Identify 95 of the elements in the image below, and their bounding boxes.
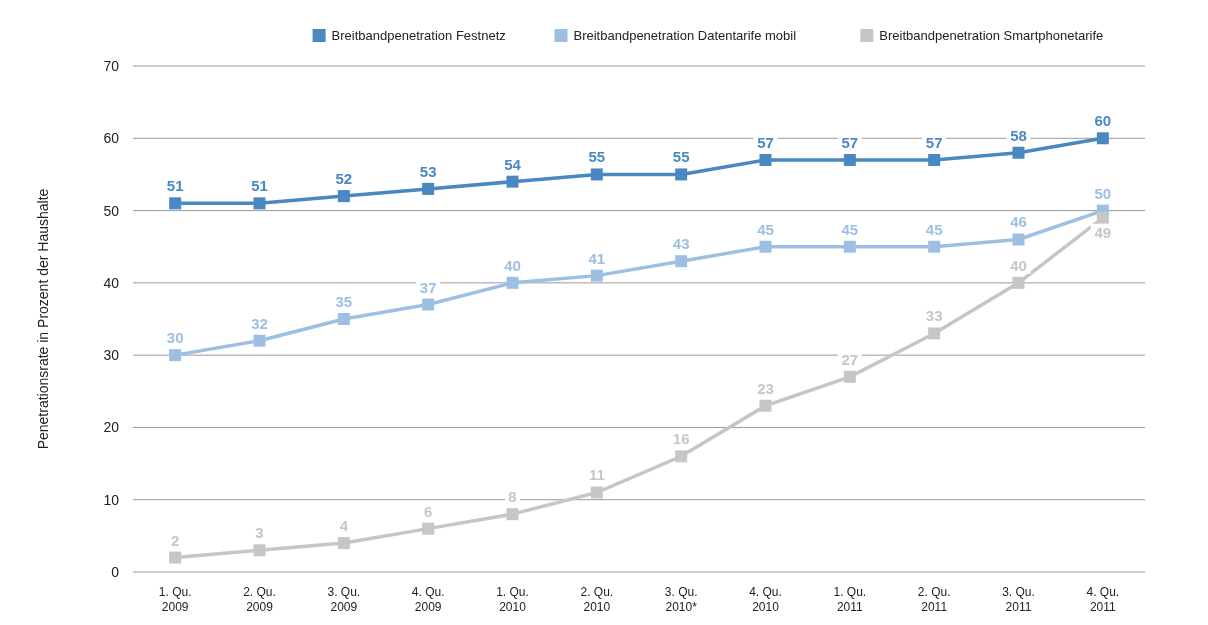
legend-label: Breitbandpenetration Smartphonetarife (879, 28, 1104, 43)
point (337, 537, 350, 550)
data-label: 3 (255, 524, 264, 542)
point (843, 240, 856, 253)
point (590, 269, 603, 282)
legend-label: Breitbandpenetration Datentarife mobil (573, 28, 797, 43)
point (337, 190, 350, 203)
point (759, 153, 772, 166)
y-tick-label: 70 (103, 58, 120, 74)
point (590, 486, 603, 499)
x-tick-label: 3. Qu. 2009 (327, 585, 361, 614)
x-tick-label: 2. Qu. 2010 (580, 585, 614, 614)
point (928, 153, 941, 166)
point (337, 313, 350, 325)
point (675, 450, 688, 463)
data-label: 35 (335, 293, 353, 310)
x-tick-label: 3. Qu. 2010* (664, 585, 698, 614)
x-tick-label: 1. Qu. 2010 (496, 585, 529, 614)
point (253, 334, 266, 347)
x-tick-label: 4. Qu. 2011 (1086, 585, 1120, 614)
point (675, 168, 688, 181)
data-label: 43 (672, 235, 690, 253)
data-label: 54 (504, 155, 522, 173)
data-label: 55 (672, 148, 690, 166)
y-axis-title: Penetrationsrate in Prozent der Haushalte (35, 188, 51, 450)
y-tick-label: 50 (103, 202, 120, 219)
data-label: 50 (1094, 184, 1112, 202)
point (169, 551, 182, 564)
point (759, 399, 772, 412)
data-label: 23 (757, 379, 774, 397)
y-tick-label: 30 (103, 347, 120, 364)
point (590, 168, 603, 181)
x-tick-label: 4. Qu. 2009 (411, 585, 445, 614)
data-label: 55 (588, 148, 606, 166)
x-tick-label: 2. Qu. 2011 (917, 585, 951, 614)
data-label: 33 (925, 307, 943, 325)
point (422, 522, 435, 535)
data-label: 58 (1010, 126, 1027, 144)
point (422, 182, 435, 195)
data-label: 53 (419, 162, 437, 180)
data-label: 60 (1094, 112, 1112, 130)
data-label: 4 (339, 517, 349, 535)
point (169, 197, 182, 210)
point (1012, 233, 1025, 246)
point (928, 327, 941, 340)
data-label: 45 (841, 220, 859, 238)
data-label: 6 (423, 502, 433, 520)
y-tick-label: 20 (103, 419, 120, 436)
data-label: 16 (672, 430, 690, 448)
y-tick-label: 10 (103, 491, 120, 508)
y-tick-label: 0 (111, 564, 120, 580)
point (253, 197, 266, 210)
data-label: 57 (757, 133, 774, 151)
data-label: 46 (1010, 213, 1027, 231)
y-tick-label: 40 (103, 274, 120, 291)
point (675, 255, 688, 268)
x-tick-label: 2. Qu. 2009 (243, 585, 276, 614)
data-label: 30 (166, 329, 184, 347)
data-label: 32 (251, 314, 268, 332)
data-label: 57 (841, 133, 859, 151)
y-tick-label: 60 (103, 130, 120, 147)
point (253, 544, 266, 557)
data-label: 45 (757, 220, 774, 238)
point (1012, 146, 1025, 159)
data-label: 51 (251, 177, 268, 195)
data-label: 49 (1094, 223, 1112, 241)
point (506, 508, 519, 521)
data-label: 45 (925, 220, 943, 238)
point (422, 298, 435, 311)
point (169, 349, 182, 362)
data-label: 40 (1010, 256, 1027, 274)
point (506, 175, 519, 188)
legend-label: Breitbandpenetration Festnetz (331, 28, 506, 43)
data-label: 2 (170, 531, 180, 549)
point (843, 370, 856, 383)
data-label: 41 (588, 249, 606, 267)
point (1012, 276, 1025, 289)
data-label: 27 (841, 350, 859, 368)
point (843, 153, 856, 166)
data-label: 57 (925, 133, 943, 151)
point (928, 240, 941, 253)
data-label: 40 (504, 256, 521, 274)
data-label: 8 (508, 488, 517, 506)
data-label: 11 (588, 466, 605, 484)
x-tick-label: 3. Qu. 2011 (1002, 585, 1035, 614)
point (759, 240, 772, 253)
data-label: 52 (335, 170, 353, 188)
point (1096, 211, 1109, 224)
x-tick-label: 1. Qu. 2009 (158, 585, 192, 614)
x-tick-label: 4. Qu. 2010 (749, 585, 782, 614)
data-label: 51 (166, 177, 184, 195)
point (506, 276, 519, 289)
x-tick-label: 1. Qu. 2011 (833, 585, 867, 614)
data-label: 37 (419, 278, 437, 296)
point (1096, 132, 1109, 145)
